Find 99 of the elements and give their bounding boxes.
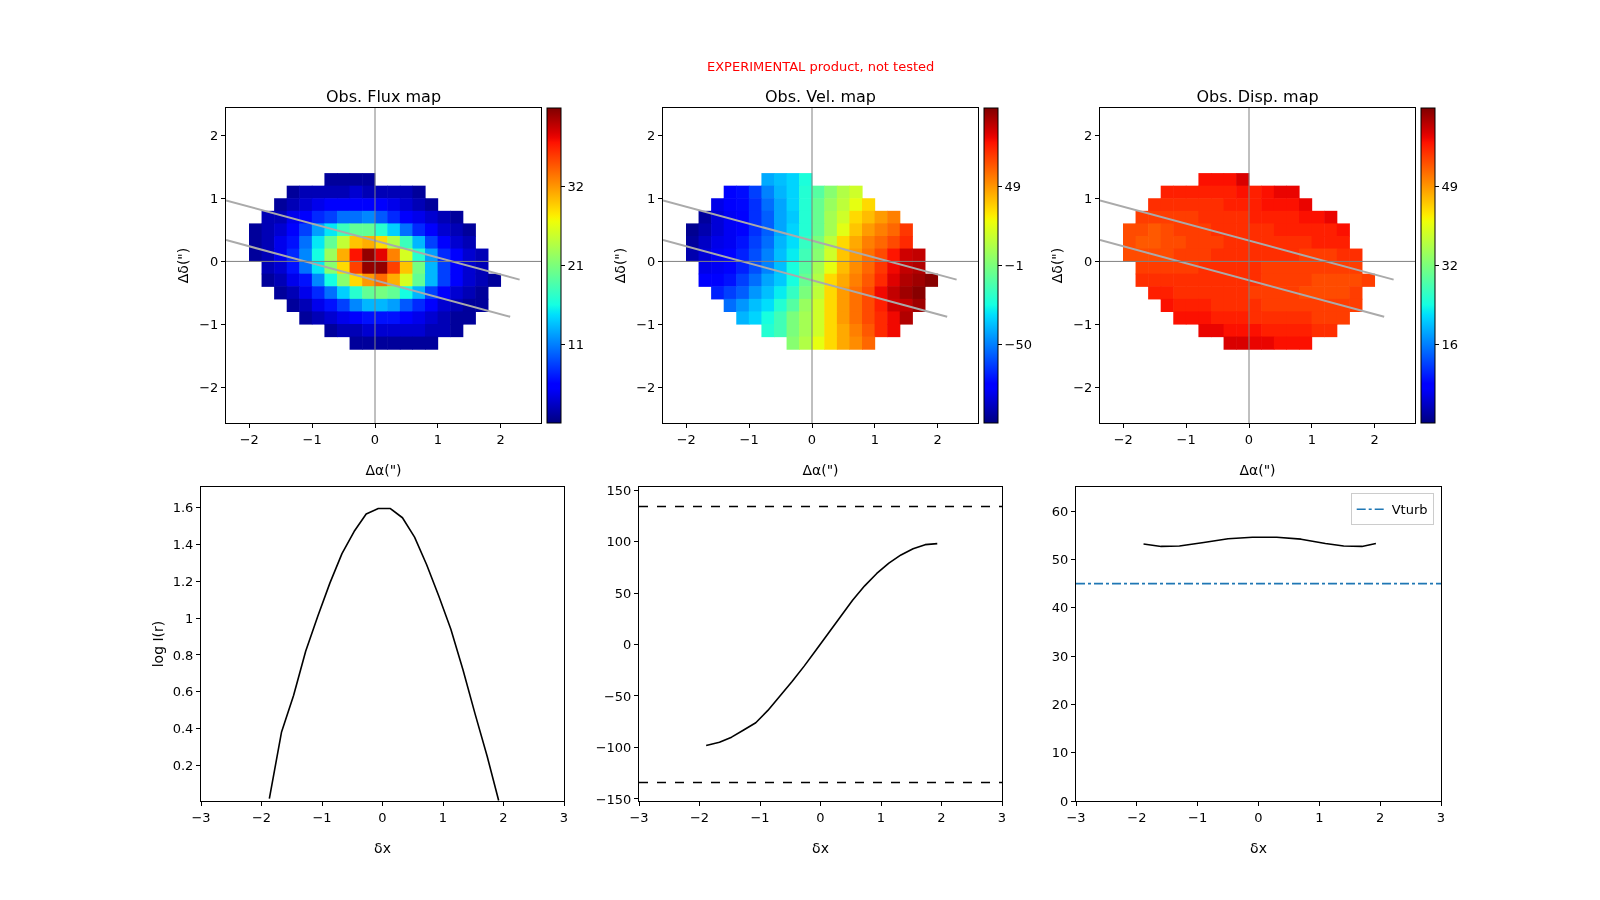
y-axis-title: log I(r) xyxy=(150,620,166,668)
x-tick-label: −2 xyxy=(689,809,710,825)
x-tick-label: 2 xyxy=(499,809,508,825)
x-tick-label: −2 xyxy=(676,431,696,447)
y-tick-label: 1.4 xyxy=(172,537,194,553)
chart-title: Obs. Vel. map xyxy=(765,87,876,106)
line-series xyxy=(1142,536,1377,548)
y-tick-label: −100 xyxy=(595,740,632,756)
x-tick-label: −1 xyxy=(739,431,759,447)
x-tick-label: −1 xyxy=(302,431,322,447)
x-tick-label: −2 xyxy=(239,431,259,447)
y-tick-label: 30 xyxy=(1051,648,1068,664)
legend-label: Vturb xyxy=(1391,502,1428,518)
y-tick-label: 50 xyxy=(614,585,632,601)
y-tick-label: 0 xyxy=(1059,793,1068,809)
x-tick-label: −3 xyxy=(629,809,649,825)
y-tick-label: 1.2 xyxy=(172,573,194,589)
color-bar-label: 49 xyxy=(1004,179,1022,195)
x-tick-label: 1 xyxy=(438,809,448,825)
y-tick-label: −1 xyxy=(198,316,218,332)
x-tick-label: −2 xyxy=(1126,809,1146,825)
y-tick-label: 0 xyxy=(647,253,656,269)
x-tick-label: 0 xyxy=(1253,809,1263,825)
x-tick-label: −1 xyxy=(1187,809,1207,825)
x-tick-label: 3 xyxy=(997,809,1007,825)
y-tick-label: 0 xyxy=(1084,253,1093,269)
x-tick-label: 2 xyxy=(933,431,942,447)
x-axis-title: Δα(") xyxy=(364,461,402,478)
y-tick-label: 1 xyxy=(647,191,656,207)
y-tick-label: 0.4 xyxy=(172,721,194,737)
y-tick-label: 150 xyxy=(606,482,632,498)
y-tick-label: 2 xyxy=(1084,128,1093,144)
x-tick-label: −2 xyxy=(251,809,272,825)
x-tick-label: 1 xyxy=(1314,809,1323,825)
x-tick-label: 1 xyxy=(876,809,886,825)
x-tick-label: 0 xyxy=(816,809,825,825)
y-tick-label: −1 xyxy=(636,316,656,332)
chart-title: Obs. Flux map xyxy=(325,87,441,106)
x-tick-label: 1 xyxy=(870,431,880,447)
y-axis-title: Δδ(") xyxy=(1049,247,1065,284)
y-tick-label: −50 xyxy=(603,688,632,704)
y-tick-label: 0.8 xyxy=(172,647,194,663)
y-tick-label: 0.6 xyxy=(172,684,194,700)
x-tick-label: 2 xyxy=(496,431,505,447)
x-tick-label: 3 xyxy=(559,809,569,825)
x-tick-label: 0 xyxy=(1244,431,1254,447)
y-tick-label: 1.6 xyxy=(172,500,194,516)
x-tick-label: 0 xyxy=(370,431,379,447)
x-tick-label: 0 xyxy=(378,809,387,825)
text: EXPERIMENTAL product, not tested xyxy=(707,59,935,74)
x-axis-title: Δα(") xyxy=(1239,461,1276,478)
x-axis-title: δx xyxy=(1249,840,1267,856)
color-bar-label: 16 xyxy=(1441,336,1459,352)
y-tick-label: 10 xyxy=(1051,745,1068,761)
line-series xyxy=(705,542,939,747)
y-tick-label: 20 xyxy=(1051,696,1068,712)
y-tick-label: 1 xyxy=(185,610,194,626)
y-tick-label: 0.2 xyxy=(172,758,194,774)
x-tick-label: 3 xyxy=(1436,809,1445,825)
x-tick-label: −1 xyxy=(1176,431,1196,447)
y-tick-label: −150 xyxy=(595,791,632,807)
color-bar-label: 32 xyxy=(567,179,584,195)
y-axis-title: Δδ(") xyxy=(612,247,628,284)
color-bar-label: 11 xyxy=(567,336,584,352)
x-tick-label: −3 xyxy=(1065,809,1086,825)
x-axis-title: δx xyxy=(374,840,391,856)
x-tick-label: 0 xyxy=(807,431,817,447)
y-tick-label: −1 xyxy=(1073,316,1093,332)
color-bar-label: 21 xyxy=(567,258,584,274)
x-tick-label: −1 xyxy=(312,809,332,825)
y-tick-label: 40 xyxy=(1051,600,1068,616)
color-bar-label: −50 xyxy=(1004,336,1033,352)
chart-title: Obs. Disp. map xyxy=(1196,87,1319,106)
color-bar-label: 32 xyxy=(1441,258,1459,274)
color-bar-label: 49 xyxy=(1441,179,1459,195)
color-bar-label: −1 xyxy=(1004,258,1024,274)
y-tick-label: 100 xyxy=(606,534,632,550)
x-tick-label: 2 xyxy=(937,809,946,825)
y-tick-label: 2 xyxy=(209,128,218,144)
x-axis-title: Δα(") xyxy=(802,461,839,478)
x-tick-label: 2 xyxy=(1375,809,1384,825)
y-tick-label: 50 xyxy=(1051,552,1068,568)
y-tick-label: 60 xyxy=(1051,503,1068,519)
x-tick-label: 2 xyxy=(1370,431,1379,447)
y-tick-label: 1 xyxy=(1084,191,1093,207)
y-tick-label: 0 xyxy=(209,253,218,269)
x-tick-label: −2 xyxy=(1113,431,1133,447)
y-tick-label: −2 xyxy=(636,379,656,395)
y-tick-label: 0 xyxy=(623,637,632,653)
x-tick-label: 1 xyxy=(433,431,442,447)
x-tick-label: −1 xyxy=(750,809,770,825)
y-tick-label: −2 xyxy=(198,379,218,395)
x-tick-label: 1 xyxy=(1307,431,1317,447)
x-tick-label: −3 xyxy=(191,809,211,825)
y-tick-label: −2 xyxy=(1073,379,1093,395)
y-axis-title: Δδ(") xyxy=(174,247,191,284)
x-axis-title: δx xyxy=(812,840,829,856)
y-tick-label: 2 xyxy=(647,128,656,144)
y-tick-label: 1 xyxy=(209,191,218,207)
